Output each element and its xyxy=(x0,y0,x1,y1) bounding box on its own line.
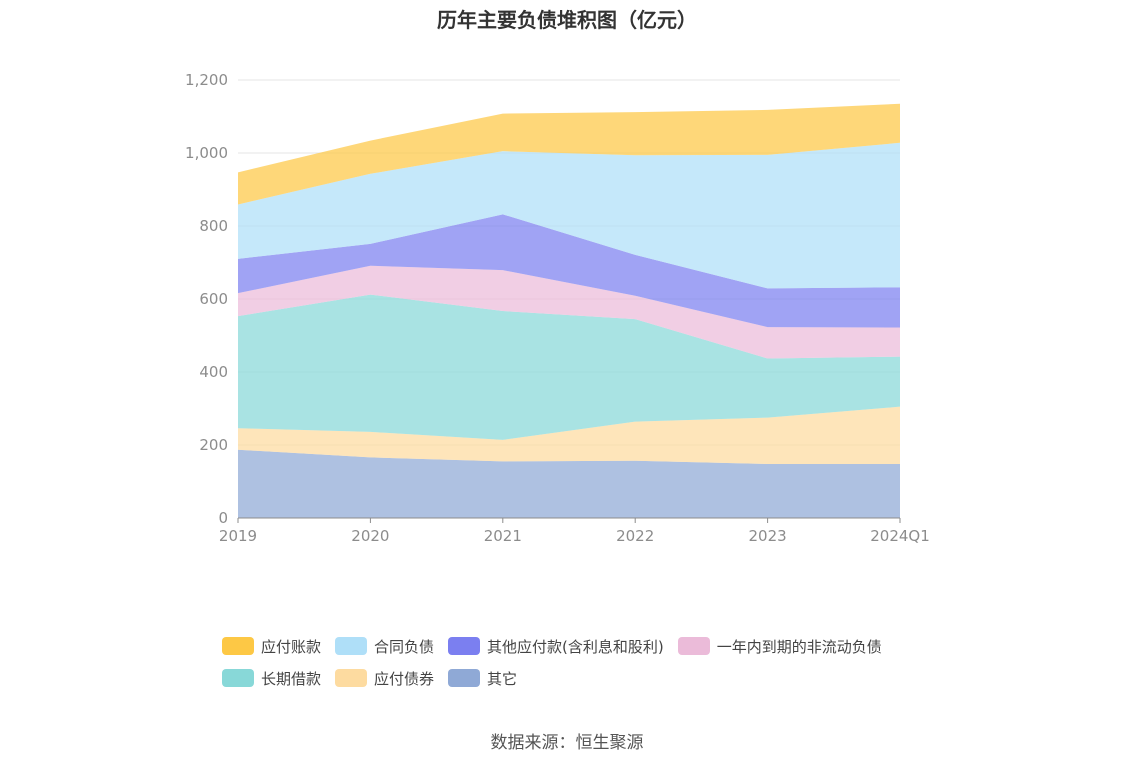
area-series-一年内到期的非流动负债 xyxy=(238,265,900,359)
area-series xyxy=(238,103,900,518)
x-tick-label: 2021 xyxy=(484,527,522,545)
legend-label: 其他应付款(含利息和股利) xyxy=(487,637,664,656)
area-series-应付账款 xyxy=(238,103,900,205)
legend-swatch xyxy=(335,669,368,687)
legend-swatch xyxy=(448,669,481,687)
legend-item[interactable]: 合同负债 xyxy=(335,636,434,657)
legend-swatch xyxy=(448,637,481,655)
legend-row: 应付账款 合同负债 其他应付款(含利息和股利) 一年内到期的非流动负债 xyxy=(222,630,982,662)
legend-item[interactable]: 应付债券 xyxy=(335,668,434,689)
legend-swatch xyxy=(335,637,368,655)
area-series-应付债券 xyxy=(238,406,900,464)
area-series-其它 xyxy=(238,449,900,518)
area-series-合同负债 xyxy=(238,142,900,289)
x-tick-label: 2022 xyxy=(616,527,654,545)
x-tick-label: 2020 xyxy=(351,527,389,545)
x-tick-label: 2024Q1 xyxy=(870,527,930,545)
legend-row: 长期借款 应付债券 其它 xyxy=(222,662,982,694)
legend-swatch xyxy=(677,637,710,655)
legend-item[interactable]: 其他应付款(含利息和股利) xyxy=(448,636,664,657)
legend-label: 一年内到期的非流动负债 xyxy=(716,637,882,656)
chart-title: 历年主要负债堆积图（亿元） xyxy=(437,8,697,32)
y-tick-label: 200 xyxy=(199,436,228,454)
y-tick-label: 600 xyxy=(199,290,228,308)
legend-label: 其它 xyxy=(487,669,518,688)
legend: 应付账款 合同负债 其他应付款(含利息和股利) 一年内到期的非流动负债 长期借款 应付债… xyxy=(222,630,982,694)
source-note: 数据来源：恒生聚源 xyxy=(490,733,644,753)
legend-label: 应付账款 xyxy=(261,637,322,656)
y-tick-label: 0 xyxy=(218,509,228,527)
y-tick-label: 1,200 xyxy=(185,71,228,89)
y-tick-label: 1,000 xyxy=(185,144,228,162)
axes: 0 200 400 600 800 1,000 1,200 2019 2020 2021 2022 2… xyxy=(185,71,930,545)
legend-item[interactable]: 长期借款 xyxy=(222,668,321,689)
legend-swatch xyxy=(222,637,254,655)
area-series-长期借款 xyxy=(238,294,900,440)
y-tick-label: 800 xyxy=(199,217,228,235)
legend-item[interactable]: 其它 xyxy=(448,668,517,689)
legend-item[interactable]: 应付账款 xyxy=(222,636,321,657)
area-series-其他应付款(含利息和股利) xyxy=(238,214,900,328)
legend-label: 合同负债 xyxy=(374,637,435,656)
x-tick-label: 2023 xyxy=(749,527,787,545)
legend-label: 应付债券 xyxy=(374,669,435,688)
legend-label: 长期借款 xyxy=(261,669,322,688)
y-tick-label: 400 xyxy=(199,363,228,381)
legend-swatch xyxy=(222,669,254,687)
legend-item[interactable]: 一年内到期的非流动负债 xyxy=(677,636,882,657)
x-tick-label: 2019 xyxy=(219,527,257,545)
